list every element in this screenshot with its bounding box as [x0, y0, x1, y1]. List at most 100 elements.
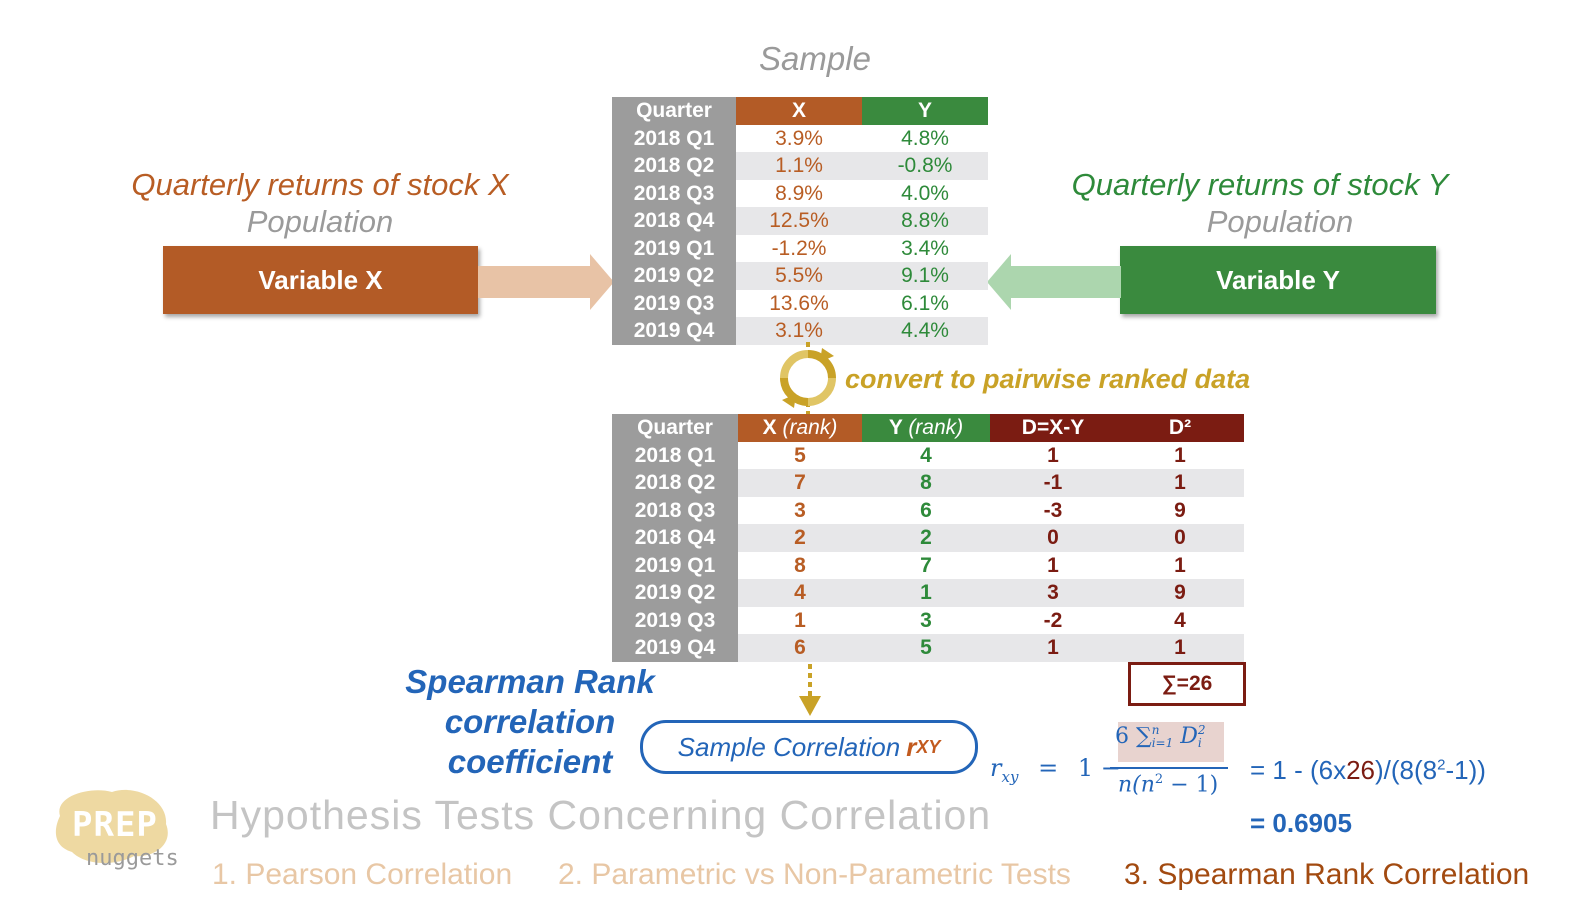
cell-y-rank: 4 [862, 441, 990, 469]
stock-x-label: Quarterly returns of stock X [131, 167, 509, 202]
stock-x-population: Population [246, 204, 394, 239]
convert-label: convert to pairwise ranked data [845, 364, 1251, 394]
cell-d-squared: 1 [1116, 441, 1244, 469]
cell-quarter: 2019 Q2 [612, 579, 738, 607]
cell-y-rank: 7 [862, 551, 990, 579]
header-quarter: Quarter [612, 414, 738, 442]
formula-denominator: n(n2 − 1) [1118, 772, 1218, 797]
stock-y-population: Population [1206, 204, 1354, 239]
header-x-rank: X (rank) [738, 414, 862, 442]
cell-x: 5.5% [736, 262, 862, 290]
spearman-line-1: Spearman Rank [405, 663, 655, 700]
cell-y-rank: 1 [862, 579, 990, 607]
table-row: 2018 Q1 3.9% 4.8% [612, 124, 988, 152]
header-x: X [736, 97, 862, 125]
spearman-line-3: coefficient [447, 743, 613, 780]
cell-d-squared: 9 [1116, 579, 1244, 607]
sum-label: ∑=26 [1161, 672, 1213, 695]
formula-num-6sum: 6 ∑ [1115, 724, 1152, 749]
calc-line-1-sum: 26 [1346, 755, 1376, 785]
calc-line-1-c: )/(8(8 [1375, 755, 1438, 785]
table-row: 2018 Q4 12.5% 8.8% [612, 207, 988, 235]
spearman-label: Spearman Rank correlation coefficient [380, 662, 680, 782]
sample-title: Sample [759, 40, 871, 77]
table-row: 2019 Q2 5.5% 9.1% [612, 262, 988, 290]
formula-num-var-sub: i [1197, 736, 1202, 750]
sample-correlation-pill: Sample Correlation r XY [640, 720, 978, 774]
arrow-y-to-sample [987, 254, 1121, 310]
header-x-rank-suffix: (rank) [782, 416, 838, 440]
cell-quarter: 2018 Q2 [612, 469, 738, 497]
logo-nuggets-text: nuggets [86, 846, 179, 871]
calc-line-2: = 0.6905 [1250, 808, 1352, 838]
variable-y-label: Variable Y [1216, 264, 1340, 295]
formula-fraction-bar [1110, 767, 1228, 769]
cell-x: 1.1% [736, 152, 862, 180]
tab-parametric-vs-nonparametric[interactable]: 2. Parametric vs Non-Parametric Tests [558, 858, 1071, 891]
cell-y: 4.4% [862, 317, 988, 345]
cell-d: -1 [990, 469, 1116, 497]
cell-y-rank: 5 [862, 634, 990, 662]
table-row: 2018 Q2 7 8 -1 1 [612, 469, 1244, 497]
cell-x: 8.9% [736, 179, 862, 207]
cell-d-squared: 4 [1116, 606, 1244, 634]
prep-nuggets-logo [55, 789, 168, 864]
formula-den-end: − 1) [1163, 772, 1219, 798]
table-row: 2019 Q1 -1.2% 3.4% [612, 234, 988, 262]
formula-r: r [990, 754, 1002, 782]
formula-num-sub: i=1 [1151, 736, 1174, 750]
cell-d-squared: 9 [1116, 496, 1244, 524]
cell-y: 4.0% [862, 179, 988, 207]
table-row: 2019 Q3 13.6% 6.1% [612, 289, 988, 317]
cell-d: 1 [990, 634, 1116, 662]
arrow-down-to-correlation [799, 664, 821, 716]
header-x-rank-var: X [762, 416, 777, 440]
table-row: 2018 Q4 2 2 0 0 [612, 524, 1244, 552]
sum-box: ∑=26 [1128, 662, 1246, 706]
header-d-squared: D² [1116, 414, 1244, 442]
cell-y-rank: 8 [862, 469, 990, 497]
variable-y-box: Variable Y [1120, 246, 1436, 314]
cell-y: -0.8% [862, 152, 988, 180]
formula-r-sub: xy [1001, 767, 1019, 786]
header-y-rank: Y (rank) [862, 414, 990, 442]
cell-d-squared: 1 [1116, 551, 1244, 579]
cell-x: 13.6% [736, 289, 862, 317]
cell-x-rank: 7 [738, 469, 862, 497]
variable-x-box: Variable X [163, 246, 478, 314]
cell-y-rank: 2 [862, 524, 990, 552]
cell-y: 8.8% [862, 207, 988, 235]
cell-quarter: 2018 Q3 [612, 496, 738, 524]
cell-x: 12.5% [736, 207, 862, 235]
cell-quarter: 2018 Q4 [612, 524, 738, 552]
cell-quarter: 2018 Q3 [612, 179, 736, 207]
formula-lhs: rxy = 1 − [990, 754, 1121, 786]
cell-d: 1 [990, 441, 1116, 469]
table-row: 2018 Q3 3 6 -3 9 [612, 496, 1244, 524]
formula-num-var: D [1180, 724, 1198, 749]
cell-x: 3.1% [736, 317, 862, 345]
cell-x-rank: 8 [738, 551, 862, 579]
table-row: 2019 Q4 3.1% 4.4% [612, 317, 988, 345]
sample-table: Quarter X Y 2018 Q1 3.9% 4.8% 2018 Q2 1.1% -… [612, 97, 988, 345]
cell-quarter: 2019 Q1 [612, 551, 738, 579]
calc-line-1-sup: 2 [1437, 756, 1446, 774]
cell-x-rank: 5 [738, 441, 862, 469]
formula-den-n: n(n [1118, 772, 1155, 798]
header-d: D=X-Y [990, 414, 1116, 442]
tab-spearman-rank-correlation[interactable]: 3. Spearman Rank Correlation [1124, 858, 1530, 891]
calc-line-1: = 1 - (6x26)/(8(82-1)) [1250, 755, 1486, 786]
header-y: Y [862, 97, 988, 125]
rank-table-header: Quarter X (rank) Y (rank) D=X-Y D² [612, 414, 1244, 442]
cell-quarter: 2019 Q4 [612, 317, 736, 345]
cell-quarter: 2018 Q4 [612, 207, 736, 235]
tab-pearson-correlation[interactable]: 1. Pearson Correlation [212, 858, 513, 891]
logo-prep-text: PREP [72, 805, 158, 845]
cell-quarter: 2018 Q2 [612, 152, 736, 180]
cell-y-rank: 6 [862, 496, 990, 524]
cell-quarter: 2019 Q4 [612, 634, 738, 662]
calc-line-1-d: -1)) [1445, 755, 1486, 785]
cell-y: 9.1% [862, 262, 988, 290]
cell-d-squared: 1 [1116, 469, 1244, 497]
